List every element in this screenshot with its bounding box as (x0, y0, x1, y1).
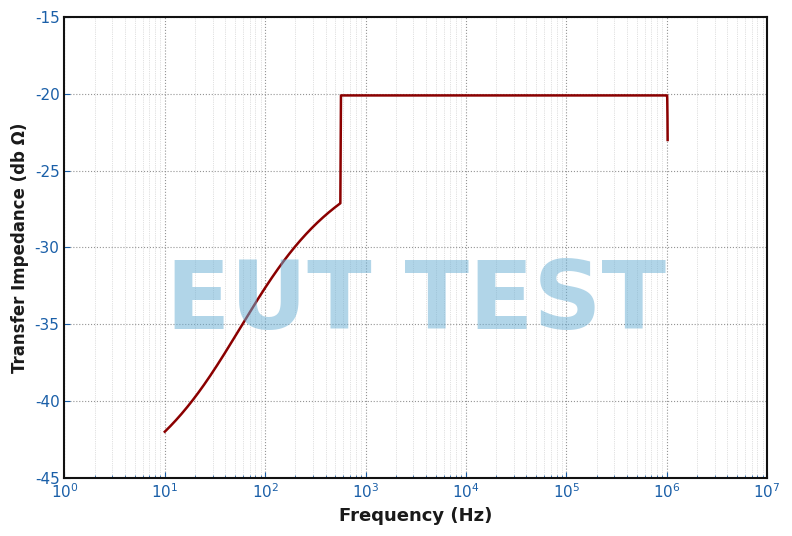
X-axis label: Frequency (Hz): Frequency (Hz) (339, 507, 493, 525)
Y-axis label: Transfer Impedance (db Ω): Transfer Impedance (db Ω) (11, 122, 29, 373)
Text: EUT TEST: EUT TEST (166, 257, 666, 349)
